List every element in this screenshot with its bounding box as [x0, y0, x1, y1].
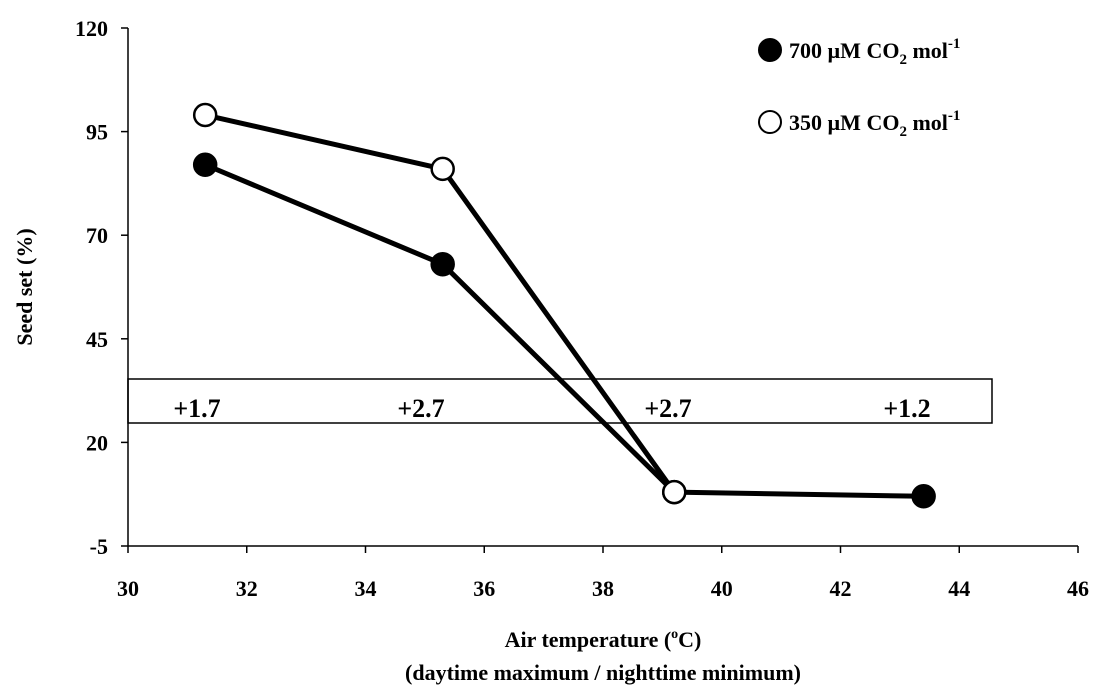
data-point-open [430, 156, 455, 182]
annotation-label: +1.2 [883, 394, 930, 423]
data-point-open [662, 479, 687, 505]
y-tick-label: 45 [86, 327, 108, 352]
annotation-box [127, 378, 993, 424]
y-tick-label: 95 [86, 120, 108, 145]
x-tick-label: 32 [236, 576, 258, 601]
data-point-filled [911, 484, 936, 509]
legend-marker-open [758, 110, 782, 134]
x-tick-label: 44 [948, 576, 970, 601]
annotation-label: +1.7 [173, 394, 220, 423]
x-tick-label: 30 [117, 576, 139, 601]
annotation-label: +2.7 [397, 394, 444, 423]
legend-label-350: 350 µM CO2 mol-1 [789, 108, 960, 140]
y-tick-label: -5 [90, 534, 108, 559]
legend-marker-filled [758, 38, 782, 62]
data-point-filled [192, 152, 218, 178]
y-tick-label: 120 [75, 16, 108, 41]
y-tick-label: 70 [86, 223, 108, 248]
data-point-filled [430, 251, 455, 277]
x-axis-subtitle: (daytime maximum / nighttime minimum) [405, 660, 801, 685]
data-point-open [192, 102, 218, 128]
x-tick-label: 40 [711, 576, 733, 601]
series-line-0 [204, 162, 924, 499]
x-tick-label: 36 [473, 576, 495, 601]
legend: 700 µM CO2 mol-1 350 µM CO2 mol-1 [758, 36, 960, 140]
y-tick-label: 20 [86, 430, 108, 455]
x-tick-label: 46 [1067, 576, 1089, 601]
x-tick-label: 38 [592, 576, 614, 601]
x-axis-title: Air temperature (oC) [505, 627, 702, 652]
y-axis-title: Seed set (%) [12, 228, 37, 345]
annotation-labels: +1.7 +2.7 +2.7 +1.2 [173, 394, 930, 423]
legend-label-700: 700 µM CO2 mol-1 [789, 36, 960, 68]
annotation-label: +2.7 [644, 394, 691, 423]
x-tick-label: 34 [355, 576, 377, 601]
x-tick-label: 42 [830, 576, 852, 601]
